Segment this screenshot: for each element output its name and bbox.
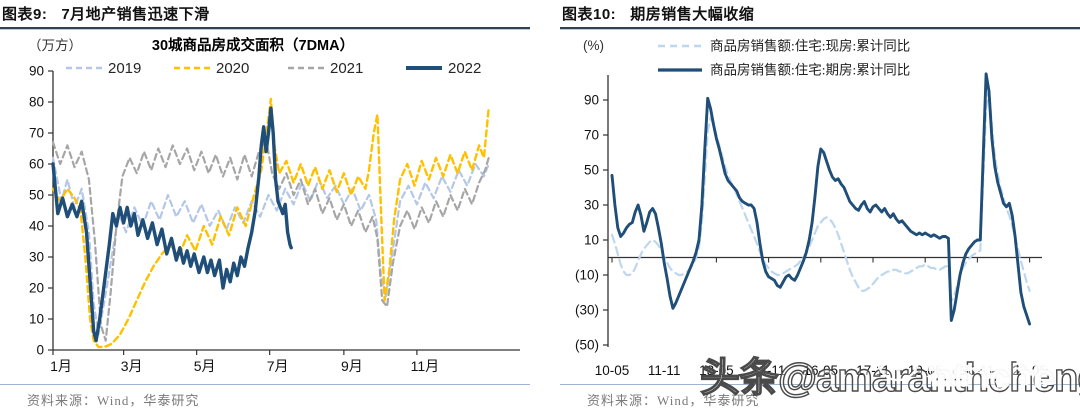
left-x-tick-label: 7月 xyxy=(267,358,289,374)
left-y-tick-label: 90 xyxy=(29,64,44,79)
left-y-tick-label: 70 xyxy=(29,126,44,141)
left-x-tick-label: 11月 xyxy=(411,358,440,374)
right-y-tick-label: (30) xyxy=(575,303,599,318)
right-y-tick-label: 10 xyxy=(584,233,599,248)
left-y-tick-label: 50 xyxy=(29,188,44,203)
left-x-tick-label: 9月 xyxy=(341,358,363,374)
left-source-rule xyxy=(0,384,530,385)
left-legend-label-2019: 2019 xyxy=(108,60,141,77)
right-y-tick-label: 50 xyxy=(584,163,599,178)
left-x-tick-label: 3月 xyxy=(121,358,143,374)
right-series-xianfang xyxy=(610,88,1031,303)
right-y-tick-label: 90 xyxy=(584,93,599,108)
right-series-group xyxy=(610,72,1032,326)
left-y-tick-label: 10 xyxy=(29,312,44,327)
right-x-tick-label: 22-05 xyxy=(1012,363,1047,378)
left-y-tick-label: 20 xyxy=(29,281,44,296)
left-x-tick-label: 5月 xyxy=(194,358,216,374)
left-legend-label-2022: 2022 xyxy=(448,60,481,77)
right-source-text: 资料来源：Wind，华泰研究 xyxy=(587,393,760,408)
right-x-tick-label: 10-05 xyxy=(595,363,630,378)
right-header-rule xyxy=(560,27,1080,29)
left-y-unit-label: （万方） xyxy=(28,38,82,53)
right-chart-caption-label: 图表10: xyxy=(562,6,617,23)
right-x-tick-label: 13-05 xyxy=(699,363,734,378)
right-y-tick-label: 70 xyxy=(584,128,599,143)
left-legend-label-2021: 2021 xyxy=(330,60,363,77)
right-y-tick-label: 30 xyxy=(584,198,599,213)
left-y-tick-label: 80 xyxy=(29,95,44,110)
left-chart-title: 30城商品房成交面积（7DMA） xyxy=(152,36,354,54)
right-x-tick-label: 11-11 xyxy=(648,363,681,378)
right-x-tick-label: 20-11 xyxy=(961,363,995,378)
left-legend-item-2021: 2021 xyxy=(288,60,363,77)
left-x-tick-label: 1月 xyxy=(50,358,72,374)
right-chart-caption-title: 期房销售大幅收缩 xyxy=(630,6,755,23)
left-series-2022 xyxy=(51,106,293,343)
right-x-tick-label: 16-05 xyxy=(804,363,839,378)
left-y-tick-label: 40 xyxy=(29,219,44,234)
left-legend-item-2022: 2022 xyxy=(406,60,481,77)
right-legend-item-xianfang: 商品房销售额:住宅:现房:累计同比 xyxy=(658,39,910,54)
right-legend-label-qifang: 商品房销售额:住宅:期房:累计同比 xyxy=(710,63,910,78)
right-x-tick-label: 19-05 xyxy=(908,363,943,378)
right-x-tick-label: 17-11 xyxy=(856,363,890,378)
right-y-axis: 90 70 50 30 10 (10) (30) (50) xyxy=(575,75,609,353)
left-legend-label-2020: 2020 xyxy=(216,60,249,77)
left-series-2021 xyxy=(51,138,490,342)
right-header-rule-shadow xyxy=(560,29,1080,30)
left-series-2020 xyxy=(51,97,490,349)
left-y-tick-label: 60 xyxy=(29,157,44,172)
right-legend-label-xianfang: 商品房销售额:住宅:现房:累计同比 xyxy=(710,39,910,54)
right-y-tick-label: (10) xyxy=(575,268,599,283)
left-chart-caption: 图表9: 7月地产销售迅速下滑 xyxy=(2,3,210,27)
right-source-rule xyxy=(560,384,1080,385)
left-legend-item-2020: 2020 xyxy=(174,60,249,77)
left-y-tick-label: 0 xyxy=(36,343,44,358)
left-series-2019 xyxy=(51,156,490,336)
right-y-unit-label: (%) xyxy=(583,38,604,53)
left-header-rule xyxy=(0,27,530,29)
right-x-axis: 10-05 11-11 13-05 14-11 16-05 17-11 19-05 20-11… xyxy=(595,256,1047,378)
right-legend-item-qifang: 商品房销售额:住宅:期房:累计同比 xyxy=(658,63,910,78)
left-chart-caption-label: 图表9: xyxy=(2,6,48,23)
right-series-qifang xyxy=(610,72,1032,326)
left-legend-item-2019: 2019 xyxy=(66,60,141,77)
right-x-tick-label: 14-11 xyxy=(752,363,786,378)
left-source-text: 资料来源：Wind，华泰研究 xyxy=(27,393,200,408)
left-y-tick-label: 30 xyxy=(29,250,44,265)
left-chart-caption-title: 7月地产销售迅速下滑 xyxy=(61,6,210,23)
right-chart-caption: 图表10: 期房销售大幅收缩 xyxy=(562,3,754,27)
left-x-axis: 1月 3月 5月 7月 9月 11月 xyxy=(50,349,520,374)
left-chart: （万方） 30城商品房成交面积（7DMA） 2019 2020 2021 2022 0 10 2… xyxy=(28,36,520,374)
left-y-axis: 0 10 20 30 40 50 60 70 80 90 xyxy=(29,64,54,358)
left-header-rule-shadow xyxy=(0,29,530,30)
right-y-tick-label: (50) xyxy=(575,338,599,353)
